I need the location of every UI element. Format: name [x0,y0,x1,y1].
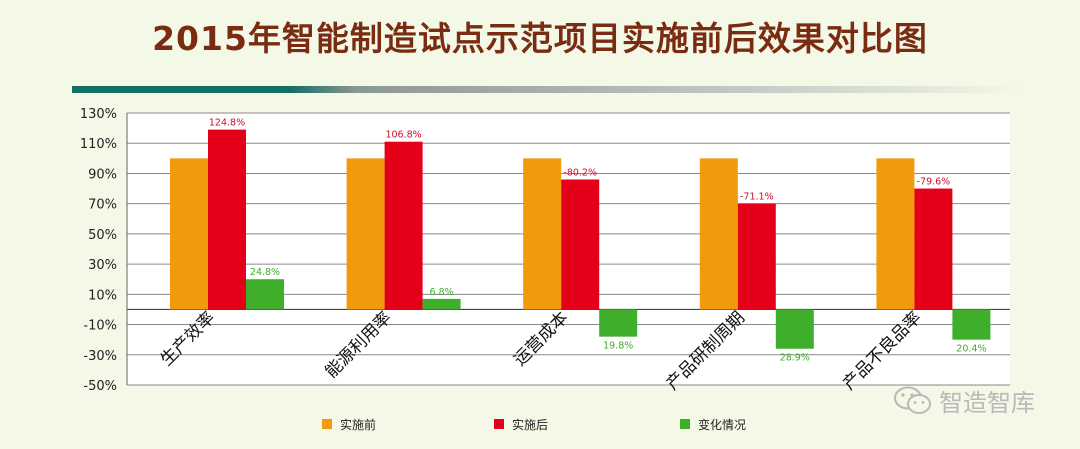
bar-after [737,203,776,310]
watermark: 智造智库 [893,383,1035,418]
bar-before [170,158,208,310]
title-divider [72,86,1022,93]
y-tick-label: 30% [88,258,117,273]
bar-before [876,158,915,310]
bar-before [699,158,738,310]
legend-label: 实施前 [340,417,376,432]
y-tick-label: 130% [80,107,117,122]
data-label: 19.8% [603,341,633,352]
bar-after [384,141,423,310]
legend-label: 变化情况 [698,417,746,432]
y-tick-label: 10% [88,288,117,303]
legend-swatch [494,419,504,429]
y-tick-label: -30% [83,349,117,364]
y-tick-label: 50% [88,228,117,243]
y-tick-label: -50% [83,379,117,394]
bar-after [914,188,953,310]
chart-title: 2015年智能制造试点示范项目实施前后效果对比图 [152,19,928,58]
data-label: 6.8% [430,287,454,298]
bar-before [523,158,562,310]
data-label: -71.1% [740,192,774,203]
legend-label: 实施后 [512,417,548,432]
data-label: 28.9% [780,353,810,364]
bar-change [952,309,991,340]
y-tick-label: 90% [88,167,117,182]
bar-before [346,158,385,310]
data-label: 20.4% [956,344,986,355]
y-tick-label: 70% [88,198,117,213]
wechat-icon [894,386,931,414]
bar-change [775,309,814,349]
data-label: 124.8% [209,118,245,129]
y-tick-label: -10% [83,319,117,334]
legend-swatch [680,419,690,429]
data-label: 106.8% [385,130,421,141]
y-tick-label: 110% [80,137,117,152]
watermark-text: 智造智库 [939,389,1035,417]
data-label: -80.2% [563,167,597,178]
bar-after [208,129,246,310]
bar-change [599,309,638,337]
bar-after [561,179,600,310]
bar-change [422,298,461,310]
legend-swatch [322,419,332,429]
data-label: 24.8% [250,267,280,278]
bar-change [246,279,284,310]
data-label: -79.6% [917,177,951,188]
